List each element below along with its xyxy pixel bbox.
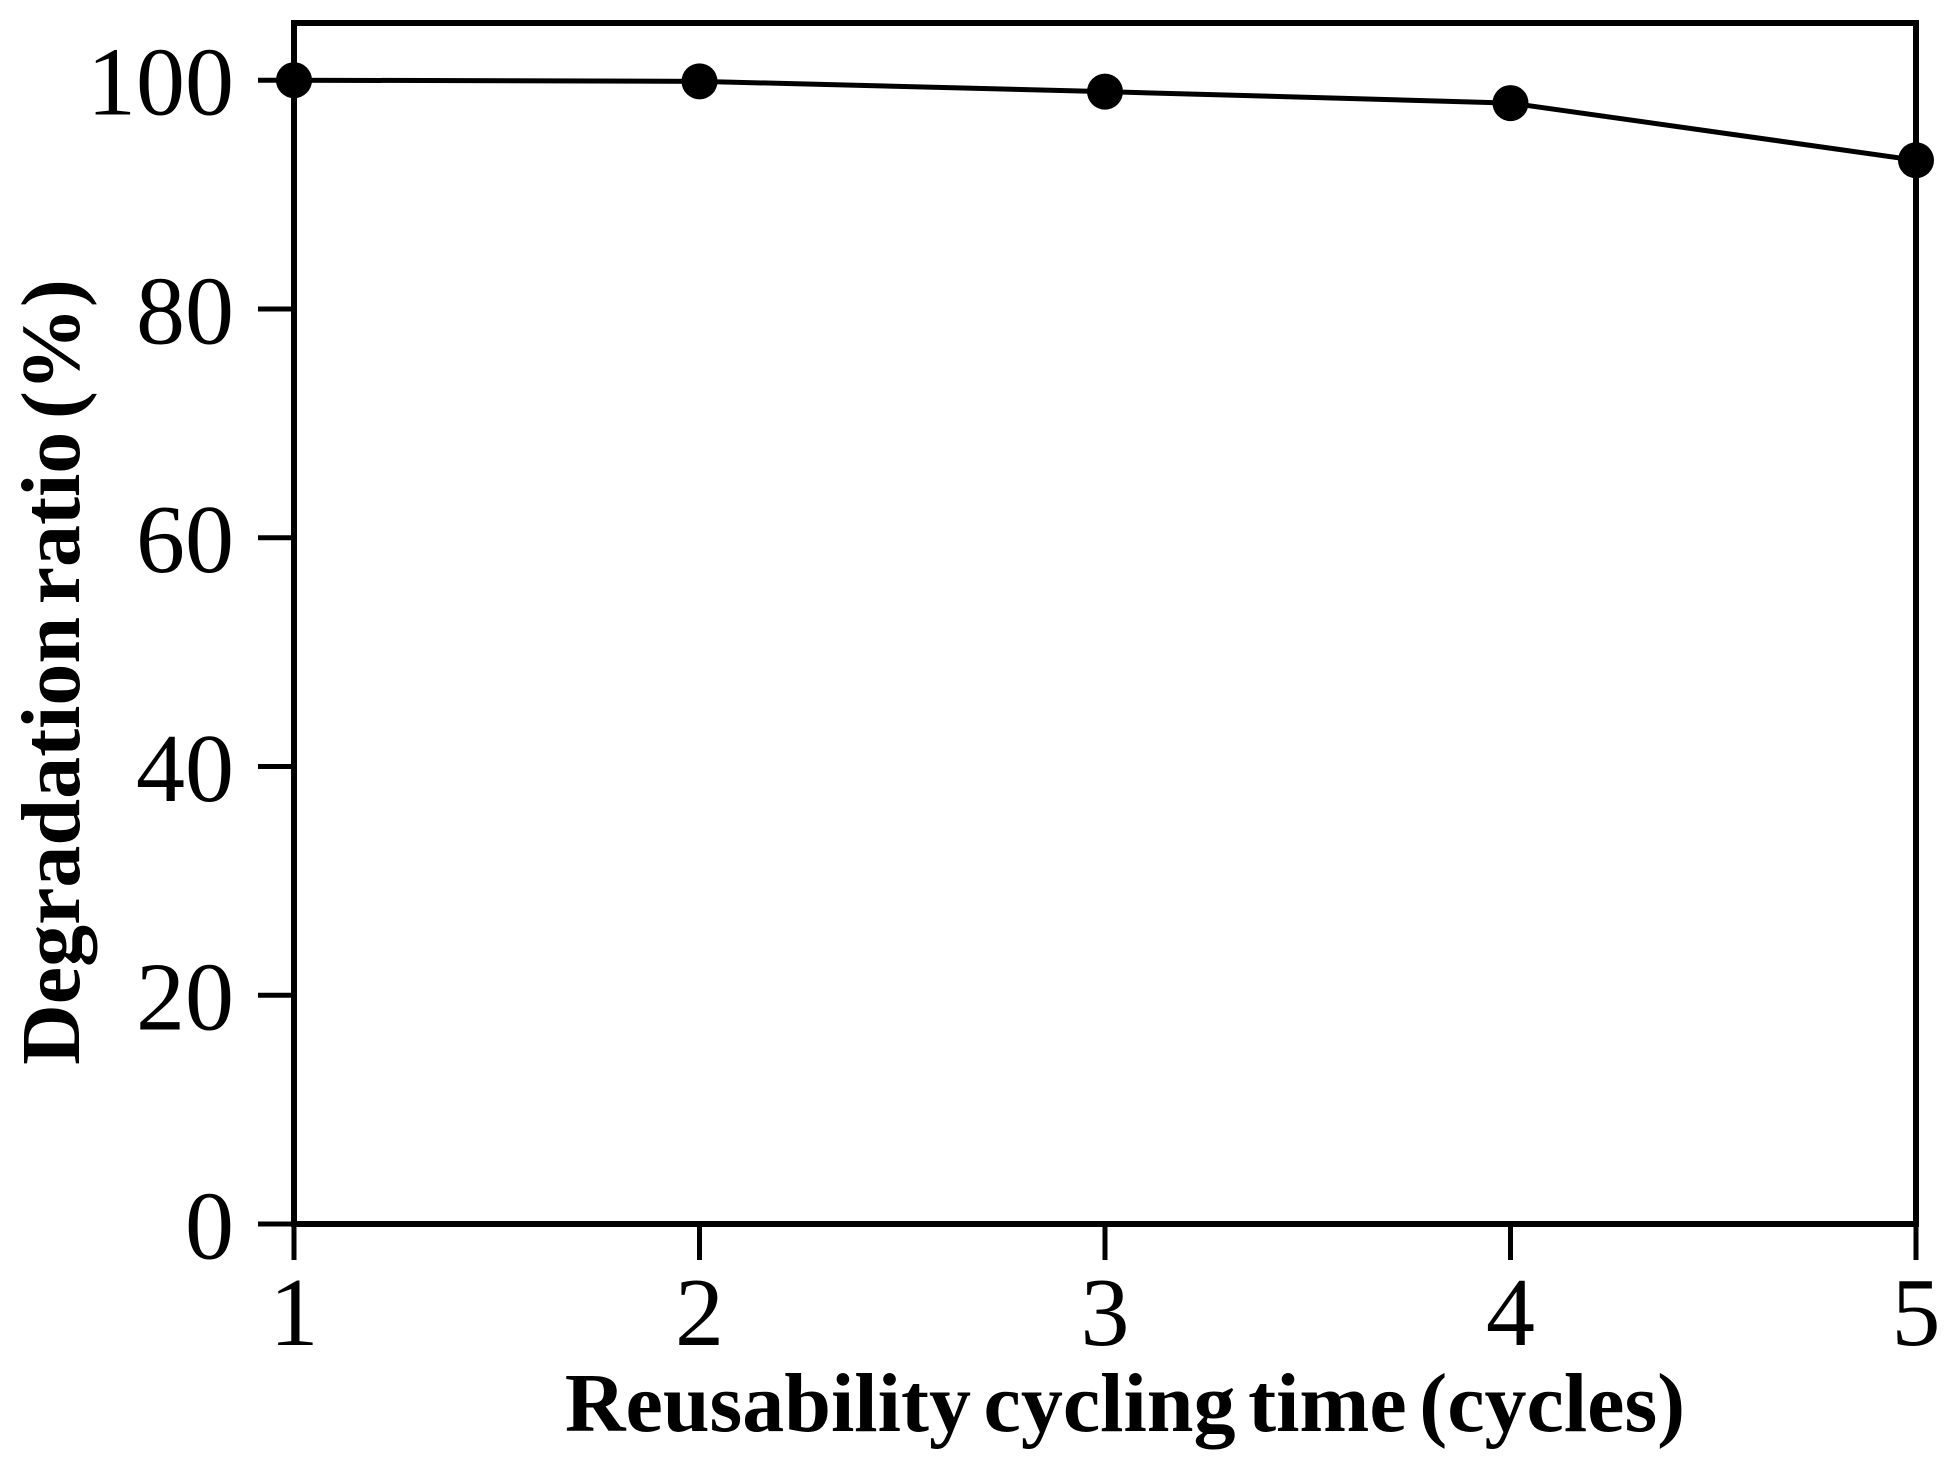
x-tick-label: 2: [675, 1259, 724, 1367]
plot-frame: [291, 20, 1919, 1227]
x-tick-label: 5: [1892, 1259, 1941, 1367]
data-point: [1898, 142, 1934, 179]
y-tick-label: 60: [136, 486, 234, 594]
y-tick-label: 20: [136, 944, 234, 1052]
x-tick-label: 4: [1486, 1259, 1535, 1367]
x-axis-title: Reusability cycling time (cycles): [564, 1357, 1686, 1450]
y-tick-label: 100: [87, 28, 234, 136]
data-point: [1492, 85, 1529, 122]
data-point: [681, 63, 718, 100]
x-tick-label: 1: [270, 1259, 319, 1367]
y-tick-label: 0: [185, 1172, 234, 1280]
data-point: [1087, 73, 1123, 110]
data-point: [276, 62, 312, 99]
y-tick-label: 40: [136, 715, 234, 823]
y-axis-title: Degradation ratio (%): [5, 279, 98, 1065]
x-tick-label: 3: [1081, 1259, 1130, 1367]
y-tick-label: 80: [136, 257, 234, 365]
